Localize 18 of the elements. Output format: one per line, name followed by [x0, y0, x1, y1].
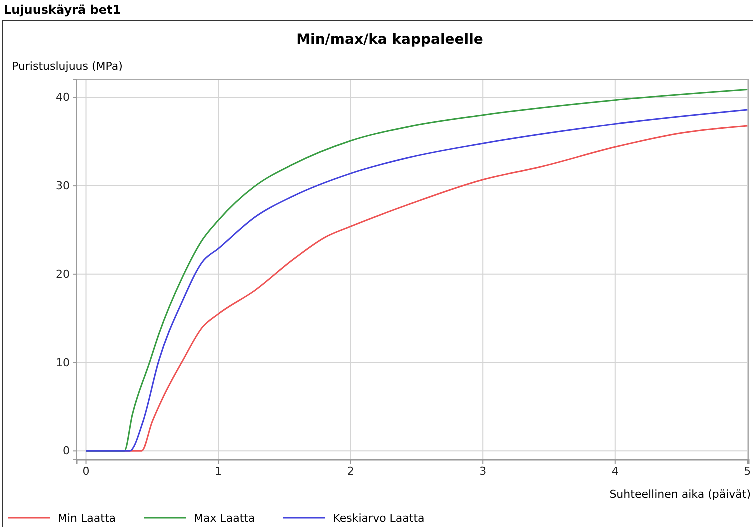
legend-label: Keskiarvo Laatta	[333, 512, 425, 525]
y-tick-label: 10	[56, 356, 70, 370]
y-tick-label: 20	[56, 268, 70, 281]
y-tick-label: 0	[63, 444, 70, 458]
x-tick-label: 0	[82, 464, 90, 478]
x-tick-label: 4	[612, 464, 619, 478]
x-tick-label: 5	[744, 464, 752, 478]
x-axis-title: Suhteellinen aika (päivät)	[610, 488, 751, 501]
x-tick-label: 2	[347, 464, 354, 478]
legend-label: Max Laatta	[194, 512, 256, 525]
chart-title: Min/max/ka kappaleelle	[296, 32, 484, 48]
y-axis-title: Puristuslujuus (MPa)	[12, 60, 123, 73]
chart-subtitle: Lujuuskäyrä bet1	[4, 3, 122, 17]
y-tick-label: 40	[56, 91, 70, 104]
legend-label: Min Laatta	[58, 512, 116, 525]
y-tick-label: 30	[56, 180, 70, 193]
x-tick-label: 3	[480, 464, 487, 478]
x-tick-label: 1	[215, 464, 222, 478]
